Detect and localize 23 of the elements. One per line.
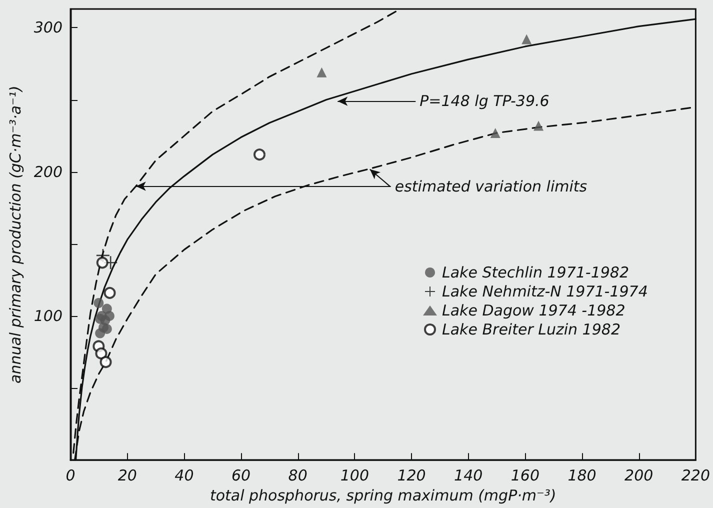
legend-label: Lake Stechlin 1971-1982 [442,264,629,282]
x-tick-label: 60 [231,466,251,485]
y-tick-label: 300 [34,18,63,37]
x-tick-label: 180 [568,466,596,485]
legend-label: Lake Breiter Luzin 1982 [442,320,620,338]
x-tick-label: 0 [66,466,76,485]
y-axis-title: annual primary production (gC·m⁻³·a⁻¹) [6,86,24,384]
x-axis-title: total phosphorus, spring maximum (mgP·m⁻³) [210,486,556,504]
annotation: P=148 lg TP-39.6 [420,92,550,110]
annotation: estimated variation limits [394,177,588,196]
x-tick-label: 160 [510,466,540,485]
legend-label: Lake Nehmitz-N 1971-1974 [442,282,648,300]
x-tick-label: 220 [681,466,710,485]
x-tick-label: 200 [624,466,654,485]
y-tick-label: 200 [34,162,63,181]
legend-label: Lake Dagow 1974 -1982 [442,302,626,320]
x-tick-label: 120 [397,466,426,485]
x-tick-label: 100 [340,466,370,485]
x-tick-label: 80 [288,466,308,485]
x-tick-label: 140 [454,466,483,485]
y-tick-label: 100 [34,306,63,325]
x-tick-label: 40 [174,466,194,485]
x-tick-label: 20 [118,466,137,485]
